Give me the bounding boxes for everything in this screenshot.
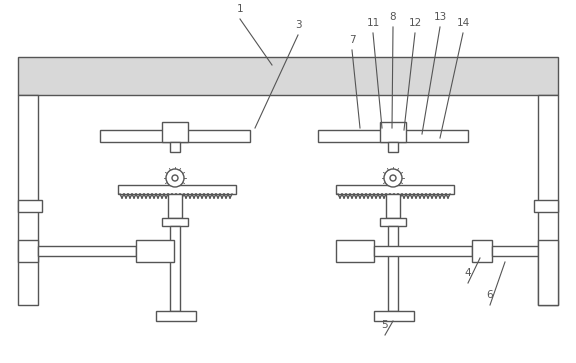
Circle shape bbox=[172, 175, 178, 181]
Circle shape bbox=[390, 175, 396, 181]
Bar bbox=[492, 246, 538, 256]
Bar bbox=[118, 185, 236, 194]
Bar bbox=[136, 240, 174, 262]
Text: 8: 8 bbox=[390, 12, 396, 22]
Circle shape bbox=[384, 169, 402, 187]
Bar bbox=[170, 226, 180, 311]
Bar bbox=[318, 130, 468, 142]
Text: 4: 4 bbox=[465, 268, 471, 278]
Bar bbox=[162, 218, 188, 226]
Bar bbox=[336, 185, 454, 194]
Bar bbox=[534, 200, 558, 212]
Text: 5: 5 bbox=[382, 320, 388, 330]
Bar bbox=[472, 240, 492, 262]
Text: 13: 13 bbox=[433, 12, 446, 22]
Text: 3: 3 bbox=[295, 20, 301, 30]
Bar bbox=[374, 246, 472, 256]
Text: 12: 12 bbox=[408, 18, 422, 28]
Text: 1: 1 bbox=[237, 4, 243, 14]
Circle shape bbox=[166, 169, 184, 187]
Bar bbox=[538, 240, 558, 305]
Bar bbox=[18, 200, 42, 212]
Bar bbox=[168, 194, 182, 218]
Bar bbox=[170, 142, 180, 152]
Bar bbox=[162, 122, 188, 142]
Bar bbox=[18, 57, 558, 95]
Text: 14: 14 bbox=[456, 18, 469, 28]
Bar bbox=[388, 142, 398, 152]
Text: 6: 6 bbox=[487, 290, 493, 300]
Bar bbox=[386, 194, 400, 218]
Bar bbox=[374, 311, 414, 321]
Bar bbox=[336, 240, 374, 262]
Bar bbox=[18, 95, 38, 305]
Bar bbox=[18, 240, 38, 262]
Bar bbox=[100, 130, 250, 142]
Bar bbox=[538, 95, 558, 305]
Bar bbox=[380, 218, 406, 226]
Bar bbox=[156, 311, 196, 321]
Bar bbox=[388, 226, 398, 311]
Text: 7: 7 bbox=[348, 35, 355, 45]
Text: 11: 11 bbox=[366, 18, 380, 28]
Bar bbox=[38, 246, 136, 256]
Bar bbox=[380, 122, 406, 142]
